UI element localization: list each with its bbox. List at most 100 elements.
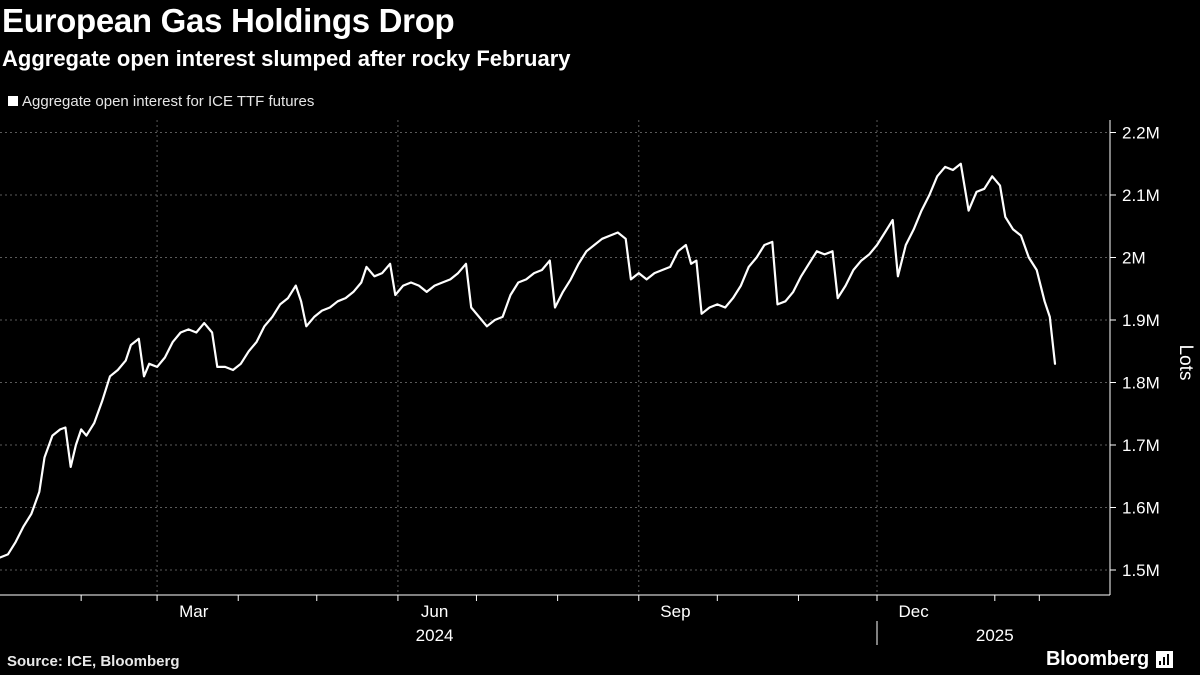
- data-point: [164, 356, 166, 359]
- data-point: [685, 244, 687, 246]
- data-point: [808, 263, 810, 265]
- data-point: [51, 435, 54, 437]
- data-point: [1020, 235, 1022, 237]
- data-point: [748, 266, 750, 268]
- data-point: [549, 260, 551, 262]
- data-point: [868, 253, 870, 255]
- data-point: [148, 363, 150, 365]
- data-point: [130, 344, 132, 346]
- data-point: [831, 250, 834, 252]
- data-point: [85, 435, 87, 437]
- data-point: [449, 278, 451, 280]
- data-point: [287, 297, 289, 299]
- data-point: [59, 428, 61, 430]
- data-point: [494, 319, 496, 321]
- data-point: [936, 175, 938, 177]
- year-label: 2024: [416, 626, 454, 645]
- data-point: [776, 303, 779, 305]
- data-point: [1049, 316, 1051, 318]
- data-point: [708, 306, 711, 309]
- data-point: [570, 278, 572, 280]
- data-point: [30, 513, 32, 515]
- data-point: [852, 269, 855, 271]
- y-tick-label: 2.1M: [1122, 186, 1160, 205]
- x-tick-label: Jun: [421, 602, 448, 621]
- data-point: [345, 297, 347, 299]
- data-point: [216, 366, 218, 368]
- data-point: [410, 281, 412, 284]
- data-point: [187, 328, 190, 330]
- data-point: [837, 297, 839, 299]
- data-point: [661, 269, 663, 271]
- data-point: [80, 428, 82, 430]
- data-point: [920, 210, 923, 212]
- data-point: [732, 297, 734, 299]
- data-point: [365, 266, 368, 268]
- data-point: [585, 250, 588, 252]
- data-point: [75, 444, 77, 446]
- data-point: [999, 185, 1001, 187]
- data-point: [960, 163, 962, 165]
- data-point: [952, 169, 954, 171]
- data-point: [23, 525, 25, 527]
- data-point: [716, 303, 718, 305]
- data-point: [975, 191, 978, 193]
- data-point: [625, 238, 627, 240]
- data-point: [517, 281, 519, 284]
- data-point: [991, 175, 993, 177]
- data-point: [1044, 300, 1046, 302]
- data-point: [1028, 256, 1030, 259]
- data-point: [740, 285, 742, 287]
- data-point: [373, 275, 375, 277]
- data-point: [653, 272, 656, 274]
- data-point: [441, 281, 443, 284]
- data-point: [756, 256, 758, 259]
- data-point: [983, 188, 985, 190]
- data-point: [701, 313, 703, 315]
- data-point: [232, 369, 234, 371]
- data-point: [240, 363, 242, 365]
- y-tick-label: 1.6M: [1122, 499, 1160, 518]
- data-point: [1004, 216, 1006, 218]
- data-point: [70, 466, 72, 468]
- data-point: [724, 306, 726, 309]
- data-point: [630, 278, 632, 280]
- data-point: [968, 210, 970, 212]
- data-point: [0, 556, 1, 559]
- data-point: [248, 350, 250, 352]
- data-point: [1036, 269, 1038, 271]
- data-point: [434, 285, 436, 287]
- bloomberg-logo: Bloomberg: [1046, 648, 1173, 671]
- data-point: [905, 244, 907, 246]
- data-point: [457, 272, 459, 274]
- data-point: [578, 263, 580, 265]
- y-tick-label: 2M: [1122, 249, 1146, 268]
- data-point: [816, 250, 818, 252]
- year-label: 2025: [976, 626, 1014, 645]
- data-point: [876, 244, 878, 246]
- data-point: [381, 272, 383, 274]
- data-point: [486, 325, 488, 327]
- data-point: [402, 285, 404, 287]
- data-point: [695, 260, 698, 262]
- data-point: [771, 241, 773, 243]
- data-point: [93, 422, 95, 424]
- data-point: [143, 375, 145, 377]
- brand-name: Bloomberg: [1046, 648, 1149, 670]
- data-point: [669, 266, 671, 268]
- data-point: [156, 366, 158, 368]
- data-point: [352, 291, 354, 293]
- data-point: [502, 316, 504, 318]
- data-point: [1054, 363, 1056, 365]
- data-point: [7, 553, 9, 556]
- x-tick-label: Sep: [660, 602, 690, 621]
- series-line: [0, 162, 1057, 559]
- data-point: [638, 272, 640, 274]
- chart-subtitle: Aggregate open interest slumped after ro…: [2, 46, 571, 71]
- data-point: [1012, 228, 1014, 230]
- data-point: [172, 341, 174, 343]
- data-point: [394, 294, 396, 296]
- data-point: [418, 285, 420, 287]
- y-tick-label: 1.9M: [1122, 311, 1160, 330]
